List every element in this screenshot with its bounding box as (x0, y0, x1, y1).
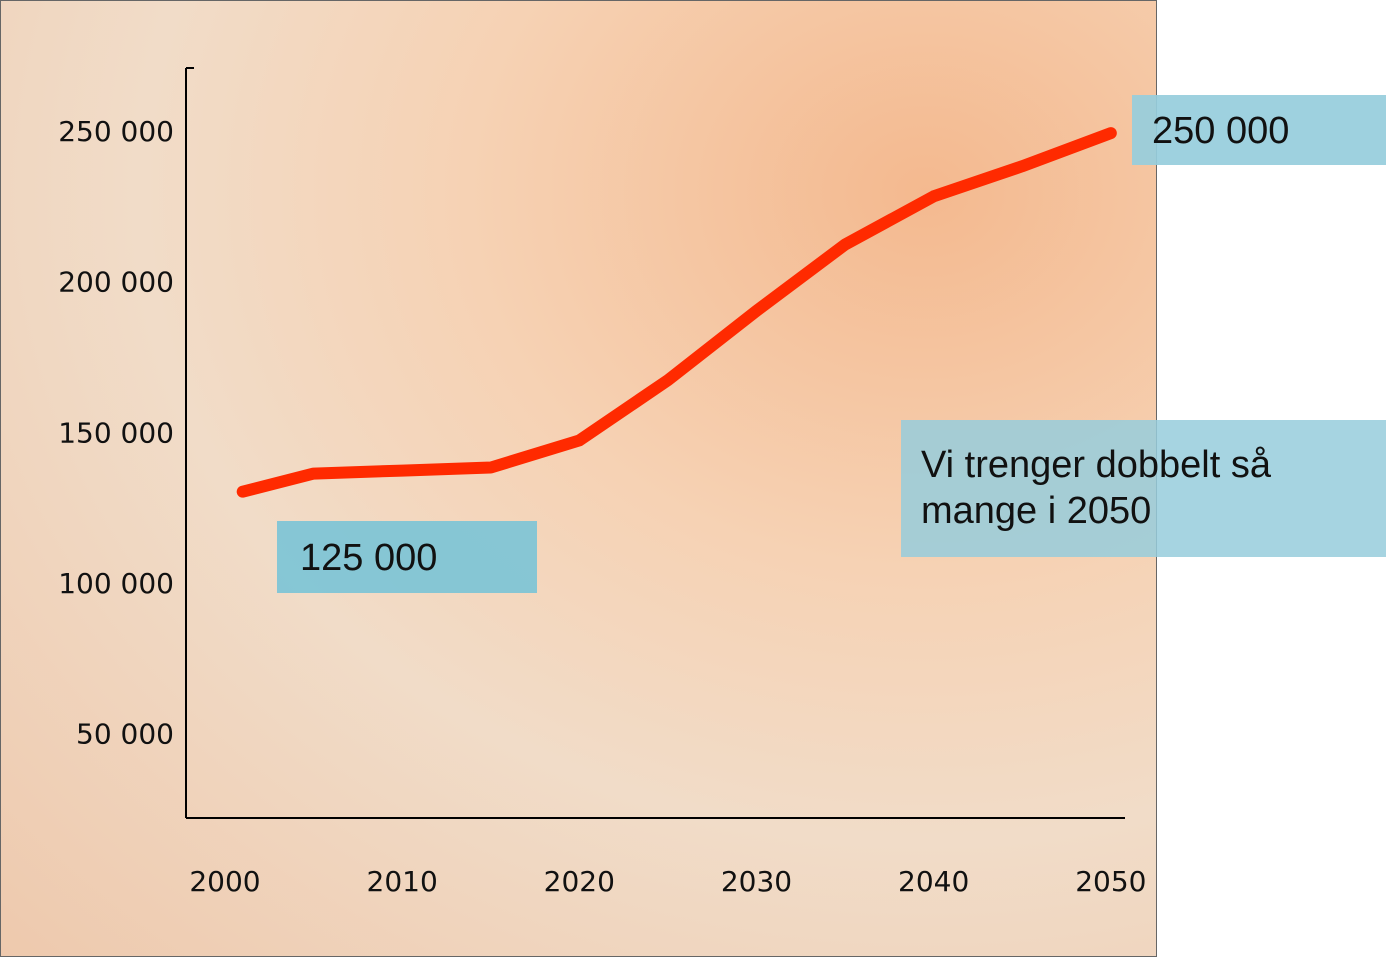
start-label: 125 000 (277, 521, 537, 593)
y-tick-label: 200 000 (58, 266, 174, 299)
message: Vi trenger dobbelt så mange i 2050 (901, 420, 1386, 557)
end-label: 250 000 (1132, 95, 1386, 165)
x-tick-label: 2050 (1075, 865, 1146, 898)
x-tick-label: 2000 (189, 865, 260, 898)
y-tick-label: 250 000 (58, 115, 174, 148)
x-tick-label: 2040 (898, 865, 969, 898)
slide: 50 000 100 000 150 000 200 000 250 000 2000 20… (0, 0, 1386, 957)
y-tick-label: 100 000 (58, 567, 174, 600)
x-tick-label: 2030 (721, 865, 792, 898)
y-tick-label: 150 000 (58, 416, 174, 449)
x-tick-label: 2010 (367, 865, 438, 898)
y-tick-label: 50 000 (76, 718, 174, 751)
x-tick-label: 2020 (544, 865, 615, 898)
